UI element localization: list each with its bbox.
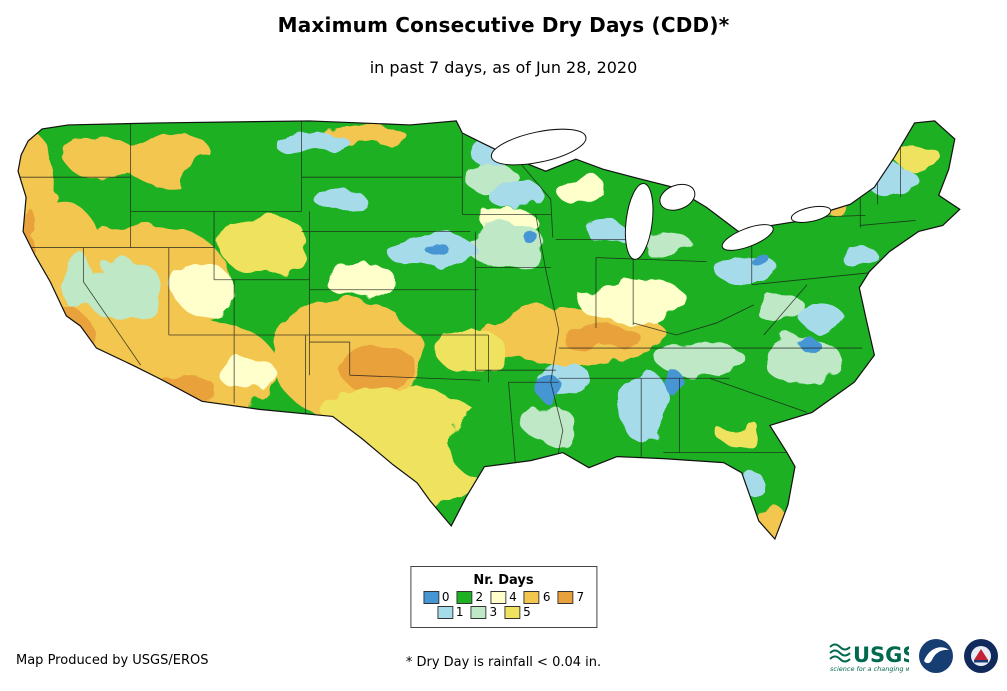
legend-label-0: 0: [441, 590, 450, 604]
usgs-logo: USGS science for a changing world: [827, 638, 924, 678]
legend-swatch-1: [436, 606, 453, 619]
legend-label-3: 3: [489, 605, 498, 619]
legend-item-1: 1: [436, 605, 464, 619]
legend-item-5: 5: [504, 606, 531, 619]
legend-swatch-7: [557, 591, 574, 604]
legend-swatch-0: [422, 591, 439, 604]
legend-row-1: 0 2 4 6 7: [422, 590, 584, 604]
legend-swatch-5: [504, 606, 521, 619]
legend-item-7: 7: [557, 591, 584, 604]
legend-title: Nr. Days: [473, 573, 534, 588]
legend-item-2: 2: [456, 590, 484, 604]
agency-logos: USGS science for a changing world: [827, 638, 999, 678]
nws-logo: [963, 638, 999, 678]
legend-label-5: 5: [523, 605, 531, 619]
map-credit: Map Produced by USGS/EROS: [16, 653, 209, 668]
legend-row-2: 1 3 5: [436, 605, 584, 619]
legend-label-7: 7: [576, 590, 585, 604]
usgs-logo-text: USGS: [853, 643, 909, 667]
page-title: Maximum Consecutive Dry Days (CDD)*: [277, 13, 730, 37]
legend-item-0: 0: [422, 590, 450, 604]
legend-label-6: 6: [542, 590, 551, 604]
legend: Nr. Days 0 2 4 6 7: [409, 566, 598, 628]
legend-swatch-6: [523, 591, 540, 604]
dry-day-footnote: * Dry Day is rainfall < 0.04 in.: [405, 655, 602, 670]
us-outline: [17, 120, 961, 541]
us-map-svg: [17, 120, 961, 541]
legend-swatch-4: [490, 591, 507, 604]
us-choropleth-map: [8, 118, 998, 552]
choropleth-fill: [18, 120, 960, 540]
legend-label-2: 2: [475, 590, 484, 604]
legend-item-6: 6: [523, 590, 551, 604]
legend-label-4: 4: [509, 590, 517, 604]
legend-item-3: 3: [470, 605, 498, 619]
legend-item-4: 4: [490, 591, 517, 604]
legend-label-1: 1: [455, 605, 464, 619]
great-lakes: [490, 128, 832, 260]
noaa-logo: [918, 638, 954, 678]
legend-swatch-2: [456, 591, 473, 604]
page-subtitle: in past 7 days, as of Jun 28, 2020: [369, 58, 638, 77]
usgs-logo-tagline: science for a changing world: [830, 665, 909, 673]
legend-swatch-3: [470, 606, 487, 619]
